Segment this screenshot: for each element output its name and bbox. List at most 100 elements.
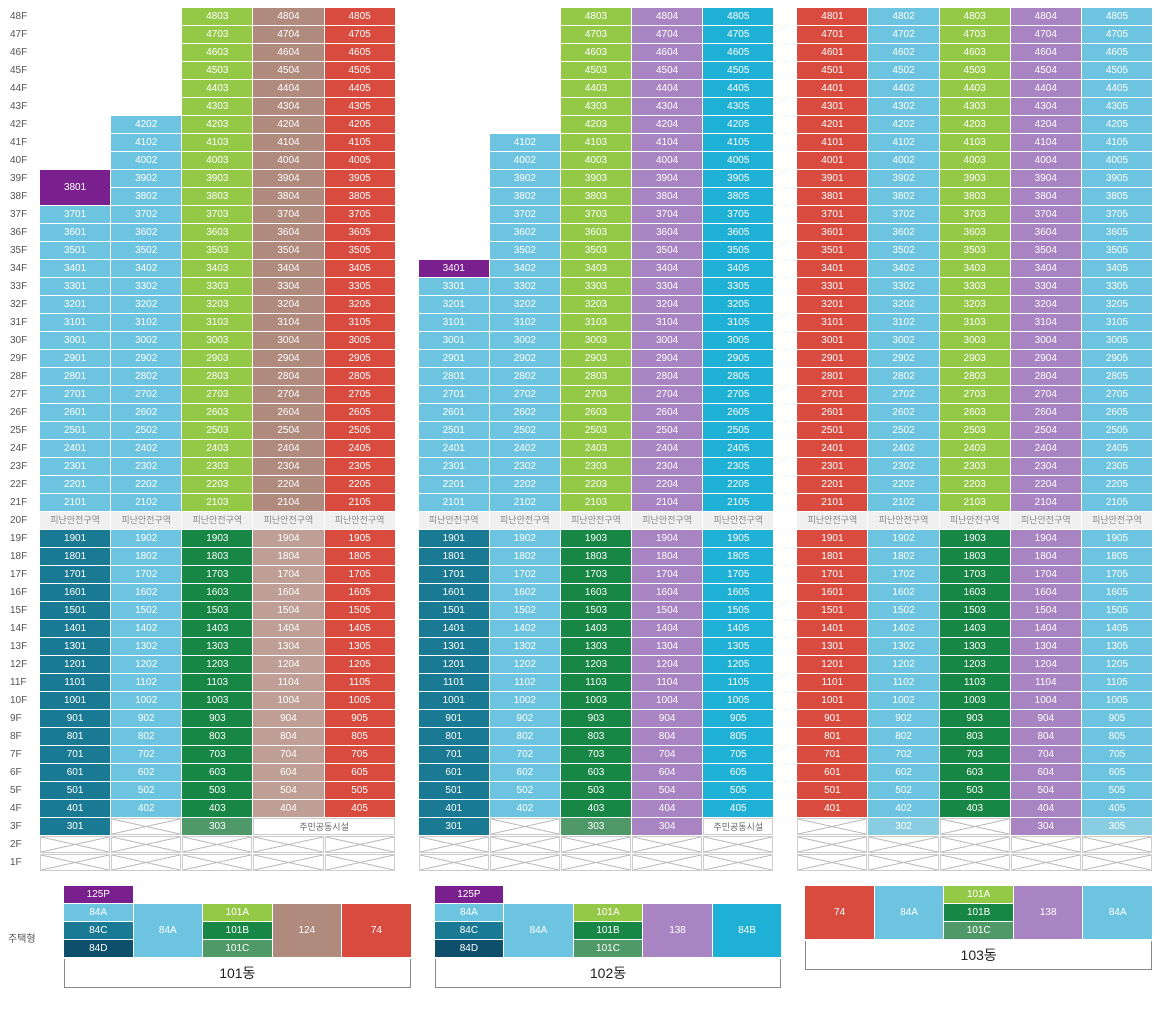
unit-cell: 803 (182, 728, 252, 745)
unit-cell: 4603 (561, 44, 631, 61)
unit-cell: 3302 (490, 278, 560, 295)
legend-cell: 101B (944, 904, 1013, 921)
unit-cell: 2302 (490, 458, 560, 475)
unit-cell: 2905 (325, 350, 395, 367)
unit-cell: 701 (419, 746, 489, 763)
unit-cell: 3803 (561, 188, 631, 205)
unit-cell: 4505 (325, 62, 395, 79)
unit-cell: 1503 (182, 602, 252, 619)
unit-cell (419, 26, 489, 43)
unit-cell: 2404 (1011, 440, 1081, 457)
unit-cell: 3505 (703, 242, 773, 259)
unit-cell: 1505 (703, 602, 773, 619)
unit-cell (1082, 836, 1152, 853)
unit-cell: 2802 (490, 368, 560, 385)
unit-cell: 2704 (1011, 386, 1081, 403)
unit-cell (40, 62, 110, 79)
unit-cell: 2705 (1082, 386, 1152, 403)
unit-cell: 1203 (940, 656, 1010, 673)
unit-cell: 905 (703, 710, 773, 727)
floor-label: 34F (8, 260, 40, 278)
unit-cell (40, 134, 110, 151)
unit-cell: 3204 (1011, 296, 1081, 313)
unit-cell (419, 836, 489, 853)
unit-cell: 2604 (632, 404, 702, 421)
unit-cell: 1302 (868, 638, 938, 655)
unit-cell: 3901 (797, 170, 867, 187)
legend-grid: 7484A101A13884A101B101C (805, 886, 1152, 939)
unit-cell: 4403 (940, 80, 1010, 97)
unit-cell: 604 (632, 764, 702, 781)
floor-label: 22F (8, 476, 40, 494)
unit-cell: 2902 (111, 350, 181, 367)
unit-cell: 2103 (182, 494, 252, 511)
unit-cell: 3705 (1082, 206, 1152, 223)
unit-cell: 4201 (797, 116, 867, 133)
unit-cell: 902 (490, 710, 560, 727)
unit-cell: 3405 (325, 260, 395, 277)
unit-cell: 3105 (703, 314, 773, 331)
unit-cell: 2503 (940, 422, 1010, 439)
unit-cell: 2605 (325, 404, 395, 421)
unit-cell: 3402 (111, 260, 181, 277)
floor-label: 28F (8, 368, 40, 386)
unit-cell: 3404 (632, 260, 702, 277)
unit-cell: 1205 (703, 656, 773, 673)
unit-cell: 2502 (111, 422, 181, 439)
unit-cell: 702 (111, 746, 181, 763)
legend-cell: 84A (875, 886, 944, 939)
unit-cell (419, 854, 489, 871)
unit-cell: 804 (632, 728, 702, 745)
unit-cell: 4304 (1011, 98, 1081, 115)
unit-cell (419, 206, 489, 223)
unit-cell: 701 (40, 746, 110, 763)
unit-cell (111, 98, 181, 115)
unit-cell: 3205 (703, 296, 773, 313)
unit-cell (490, 854, 560, 871)
legend-building: 125P84A84A101A1247484C101B84D101C101동 (64, 886, 411, 988)
unit-cell: 1005 (703, 692, 773, 709)
unit-cell: 403 (940, 800, 1010, 817)
unit-cell (419, 242, 489, 259)
unit-cell: 1205 (1082, 656, 1152, 673)
unit-cell: 4305 (325, 98, 395, 115)
unit-cell: 402 (868, 800, 938, 817)
unit-cell: 503 (182, 782, 252, 799)
floor-label: 24F (8, 440, 40, 458)
unit-cell: 1103 (561, 674, 631, 691)
building-title: 102동 (435, 959, 782, 988)
unit-cell: 3604 (632, 224, 702, 241)
building: 4803480448054703470447054603460446054503… (419, 8, 774, 871)
unit-cell: 2902 (868, 350, 938, 367)
unit-cell: 1805 (1082, 548, 1152, 565)
unit-cell: 601 (40, 764, 110, 781)
unit-cell: 4103 (561, 134, 631, 151)
unit-cell: 3602 (868, 224, 938, 241)
unit-cell: 2902 (490, 350, 560, 367)
unit-cell: 1401 (40, 620, 110, 637)
unit-cell: 3004 (632, 332, 702, 349)
floor-label: 35F (8, 242, 40, 260)
unit-cell: 2701 (797, 386, 867, 403)
unit-cell: 3203 (940, 296, 1010, 313)
legend-cell-empty (342, 886, 411, 903)
unit-cell: 1701 (797, 566, 867, 583)
unit-cell: 2603 (940, 404, 1010, 421)
unit-cell: 501 (797, 782, 867, 799)
unit-cell: 1101 (40, 674, 110, 691)
unit-cell: 2905 (1082, 350, 1152, 367)
unit-cell: 1903 (182, 530, 252, 547)
unit-cell: 3801 (40, 170, 110, 205)
unit-cell: 802 (111, 728, 181, 745)
unit-cell (419, 152, 489, 169)
legend-cell-empty (713, 886, 782, 903)
unit-cell: 1501 (40, 602, 110, 619)
unit-cell: 2405 (703, 440, 773, 457)
layout-root: 48F47F46F45F44F43F42F41F40F39F38F37F36F3… (8, 8, 1152, 872)
unit-cell: 2904 (253, 350, 323, 367)
unit-cell: 3605 (1082, 224, 1152, 241)
unit-cell: 1002 (868, 692, 938, 709)
unit-cell: 3005 (325, 332, 395, 349)
unit-cell: 3704 (1011, 206, 1081, 223)
unit-cell: 1603 (182, 584, 252, 601)
